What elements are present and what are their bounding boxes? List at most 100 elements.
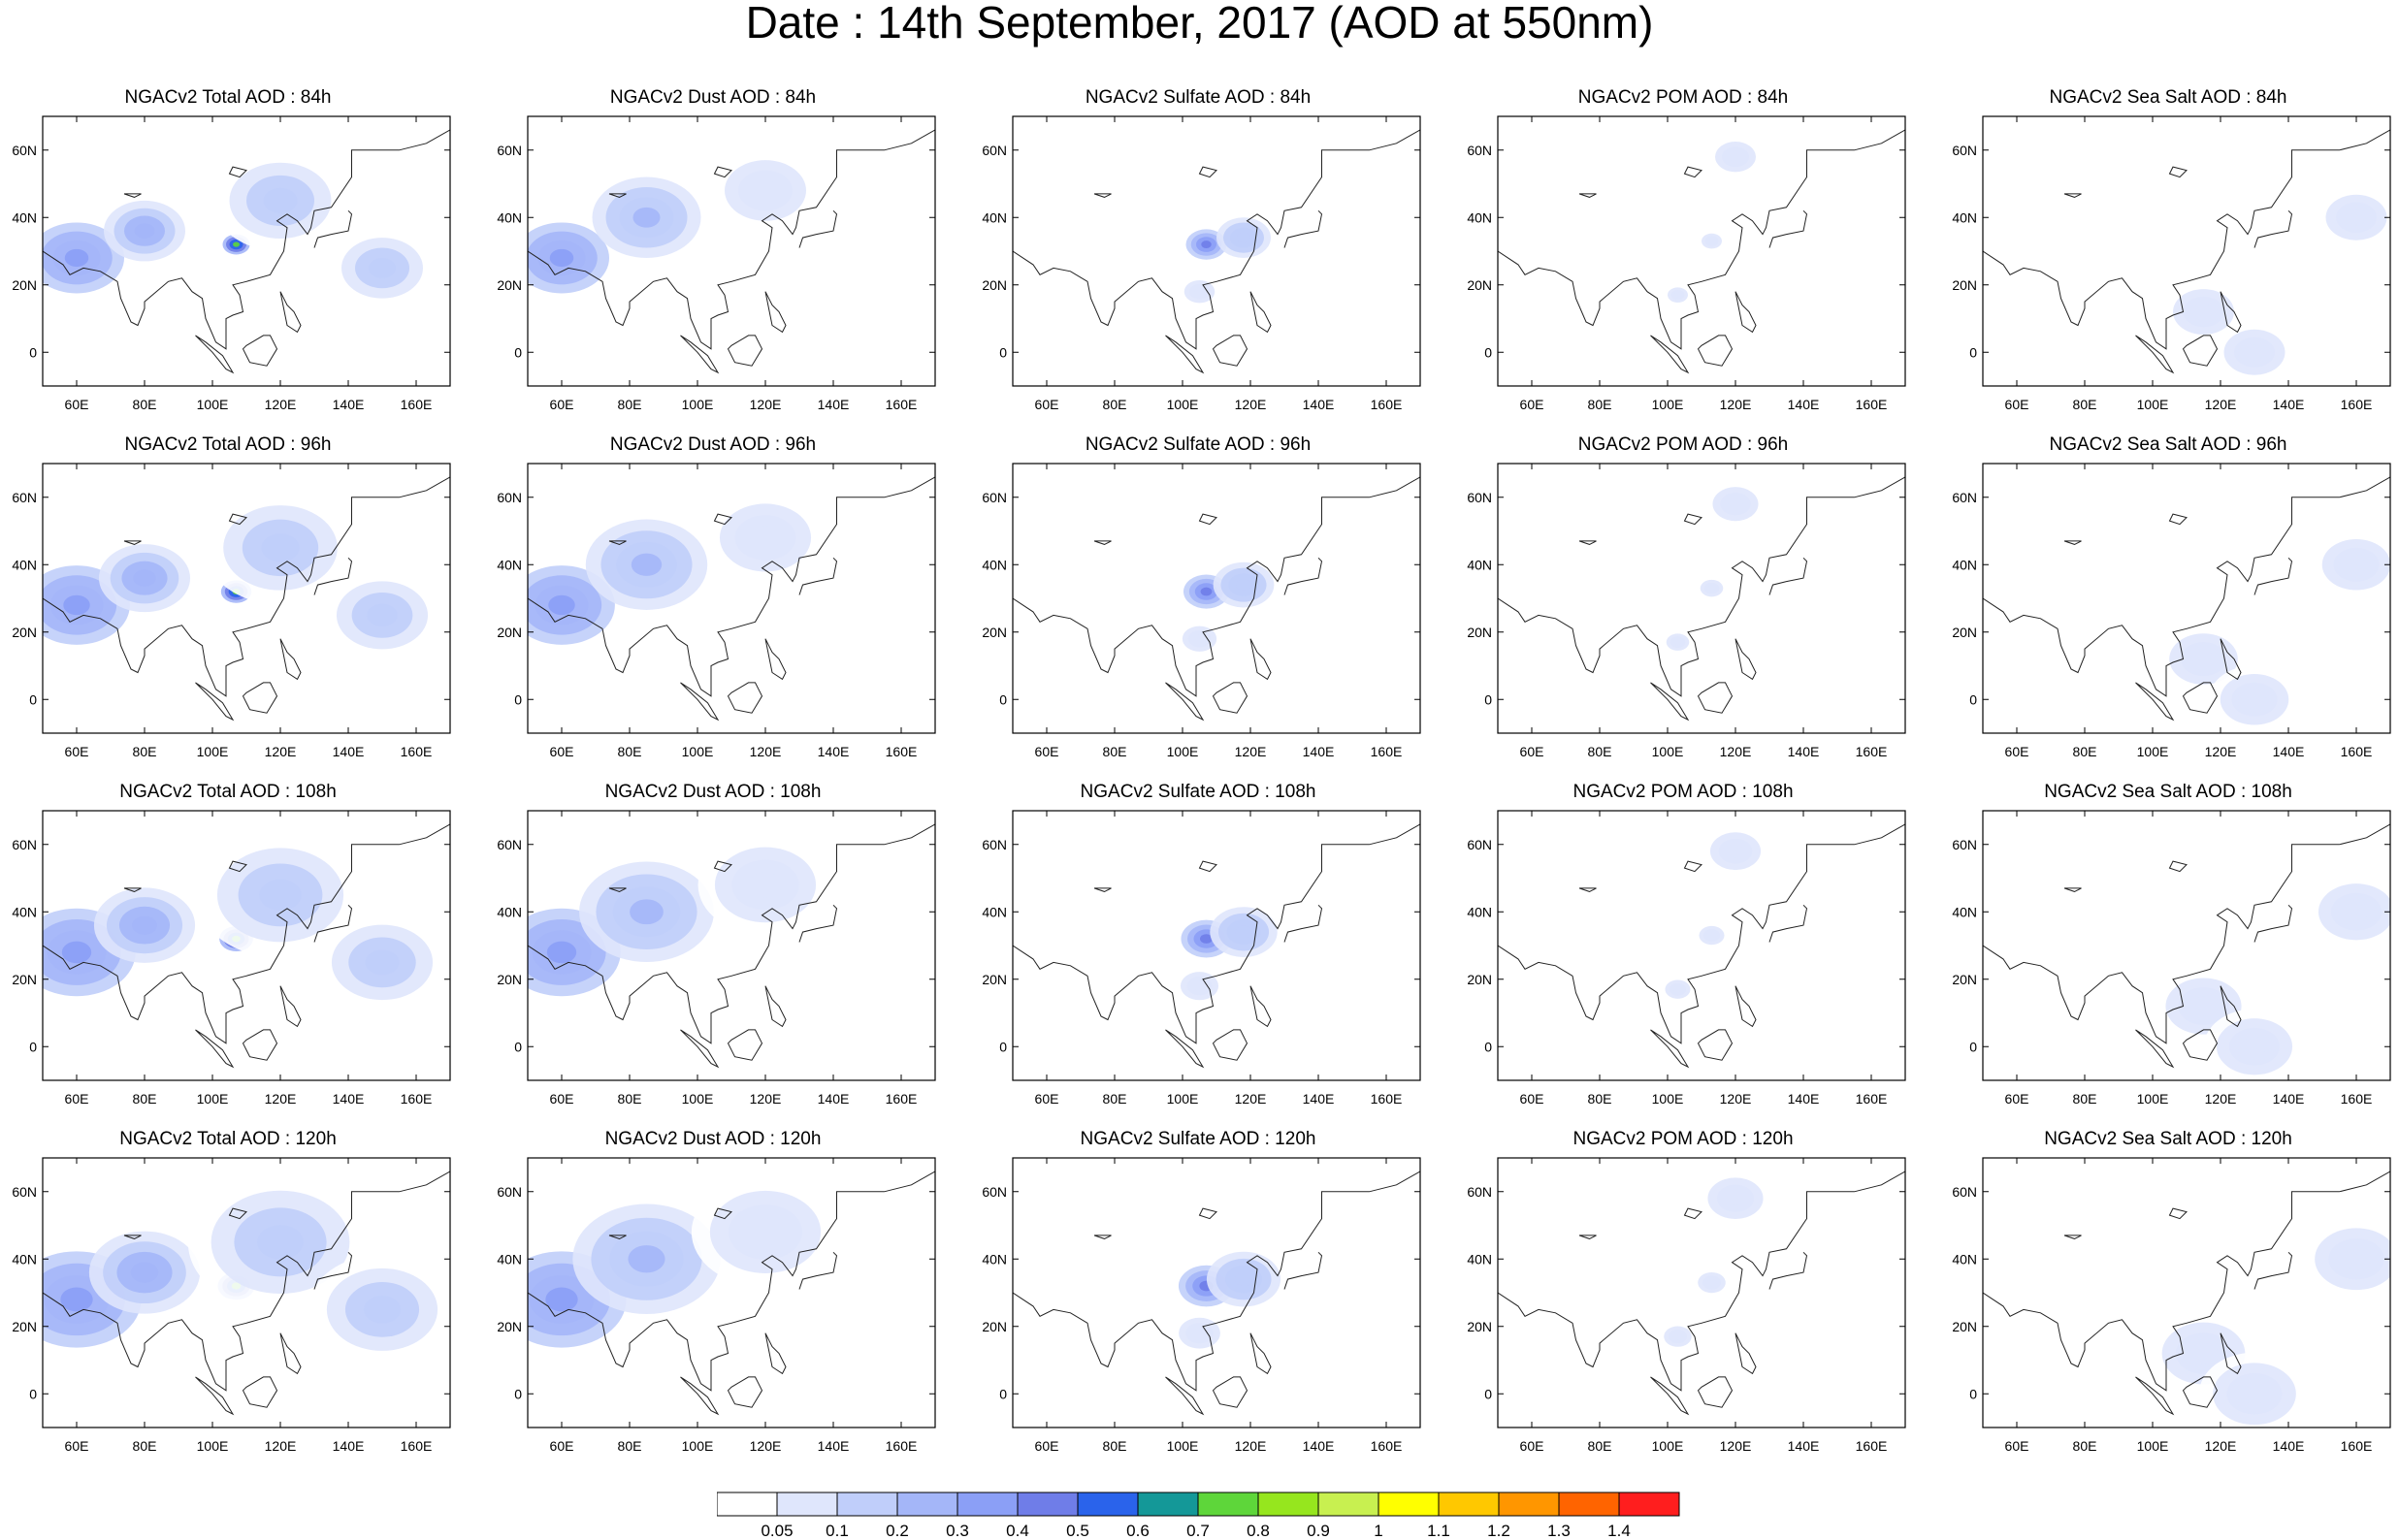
lon-tick-label: 60E: [550, 397, 574, 412]
aod-contour: [131, 915, 158, 935]
lat-tick-label: 0: [999, 1039, 1007, 1054]
lon-tick-label: 160E: [1371, 744, 1403, 759]
coastline: [2182, 1376, 2219, 1408]
lat-tick-label: 40N: [1467, 904, 1492, 919]
coastline: [1165, 1029, 1205, 1069]
coastline: [1165, 1376, 1205, 1416]
map-panel: NGACv2 POM AOD : 108h 60N 40N 20N 0 60E 80E 100…: [1455, 782, 1911, 1129]
lon-tick-label: 80E: [1103, 744, 1127, 759]
lon-tick-label: 120E: [750, 744, 782, 759]
lat-tick-label: 60N: [12, 837, 37, 852]
coastline: [2253, 1251, 2293, 1290]
lon-tick-label: 160E: [2341, 1438, 2373, 1454]
panel-title: NGACv2 Sea Salt AOD : 108h: [2044, 782, 2292, 802]
map-plot: 60N 40N 20N 0 60E 80E 100E 120E 140E 160E: [982, 115, 1421, 412]
lon-tick-label: 60E: [65, 1438, 89, 1454]
coastline: [1650, 335, 1690, 374]
aod-contour: [133, 569, 156, 587]
lat-tick-label: 60N: [982, 1184, 1007, 1200]
lat-tick-label: 60N: [12, 143, 37, 158]
lon-tick-label: 60E: [2005, 397, 2029, 412]
lat-tick-label: 40N: [982, 904, 1007, 919]
panel-title: NGACv2 Sulfate AOD : 96h: [1085, 434, 1312, 455]
lon-tick-label: 60E: [1520, 1091, 1544, 1107]
lon-tick-label: 80E: [2073, 1438, 2097, 1454]
coastline: [228, 166, 247, 178]
map-plot: 60N 40N 20N 0 60E 80E 100E 120E 140E 160E: [1467, 463, 1906, 759]
map-frame: [1982, 115, 2391, 387]
coastline: [242, 1029, 278, 1061]
coastline: [242, 682, 278, 714]
lat-tick-label: 60N: [982, 837, 1007, 852]
lon-tick-label: 80E: [1588, 744, 1612, 759]
map-panel: NGACv2 POM AOD : 84h 60N 40N 20N 0 60E 80E 100E…: [1455, 87, 1911, 434]
aod-contour: [1707, 932, 1716, 939]
colorbar-label: 0.9: [1307, 1522, 1330, 1540]
lon-tick-label: 80E: [2073, 744, 2097, 759]
coastline: [279, 291, 302, 334]
coastline: [1212, 682, 1248, 714]
aod-contour: [2190, 996, 2217, 1016]
lat-tick-label: 0: [1969, 1386, 1977, 1401]
lon-tick-label: 140E: [1303, 1438, 1335, 1454]
aod-contour: [1708, 238, 1715, 244]
coastline: [2253, 557, 2293, 595]
coastline: [1013, 823, 1420, 1044]
panel-title: NGACv2 Dust AOD : 120h: [604, 1129, 822, 1149]
coastline: [242, 1376, 278, 1408]
coastline: [1578, 887, 1597, 892]
lon-tick-label: 160E: [1856, 744, 1888, 759]
coastline: [727, 1029, 763, 1061]
coastline: [1498, 1171, 1905, 1392]
panel-title: NGACv2 POM AOD : 84h: [1577, 87, 1789, 108]
coastline: [1498, 129, 1905, 350]
lat-tick-label: 60N: [1952, 143, 1977, 158]
map-frame: [42, 1157, 451, 1428]
panel-title: NGACv2 Sea Salt AOD : 96h: [2049, 434, 2287, 455]
lat-tick-label: 0: [1484, 344, 1492, 360]
aod-contour: [2346, 209, 2367, 226]
coastline: [1283, 904, 1323, 943]
coastline: [1093, 540, 1112, 545]
lon-tick-label: 80E: [2073, 397, 2097, 412]
aod-contour: [1237, 232, 1250, 243]
aod-contour: [748, 872, 783, 898]
coastline: [2182, 682, 2219, 714]
coastline: [1768, 557, 1808, 595]
lat-tick-label: 60N: [982, 143, 1007, 158]
colorbar-label: 1.4: [1607, 1522, 1631, 1540]
lon-tick-label: 80E: [133, 397, 157, 412]
aod-contour: [1236, 579, 1251, 591]
aod-contour: [263, 187, 298, 213]
lon-tick-label: 80E: [1588, 1091, 1612, 1107]
figure-title: Date : 14th September, 2017 (AOD at 550n…: [745, 0, 1654, 48]
map-frame: [1982, 463, 2391, 734]
map-plot: 60N 40N 20N 0 60E 80E 100E 120E 140E 160E: [497, 463, 936, 759]
aod-contour: [1235, 925, 1252, 939]
coastline: [279, 985, 302, 1028]
lon-tick-label: 120E: [2205, 397, 2237, 412]
coastline: [1578, 1235, 1597, 1239]
lat-tick-label: 0: [29, 1039, 37, 1054]
coastline: [1983, 129, 2390, 350]
coastline: [1697, 682, 1734, 714]
lat-tick-label: 20N: [12, 1319, 37, 1334]
coastline: [1093, 887, 1112, 892]
coastline: [1683, 166, 1702, 178]
map-panel: NGACv2 Total AOD : 96h 60N 40N 20N 0 60E 80E 10…: [0, 434, 456, 782]
aod-contour: [1728, 497, 1743, 510]
map-panel: NGACv2 Sea Salt AOD : 96h 60N 40N 20N 0 60E 80…: [1940, 434, 2396, 782]
aod-contour: [1673, 985, 1682, 993]
coastline: [764, 291, 787, 334]
lon-tick-label: 120E: [1235, 744, 1267, 759]
map-plot: 60N 40N 20N 0 60E 80E 100E 120E 140E 160E: [12, 1157, 451, 1454]
coastline: [1093, 193, 1112, 198]
lon-tick-label: 100E: [682, 1091, 714, 1107]
map-panel: NGACv2 Dust AOD : 96h 60N 40N 20N 0 60E 80E 100…: [485, 434, 941, 782]
coastline: [1212, 1376, 1248, 1408]
coastline: [727, 1376, 763, 1408]
aod-contour: [2193, 304, 2214, 320]
map-plot: 60N 40N 20N 0 60E 80E 100E 120E 140E 160E: [497, 1157, 936, 1454]
lon-tick-label: 160E: [1371, 397, 1403, 412]
coastline: [608, 1235, 627, 1239]
